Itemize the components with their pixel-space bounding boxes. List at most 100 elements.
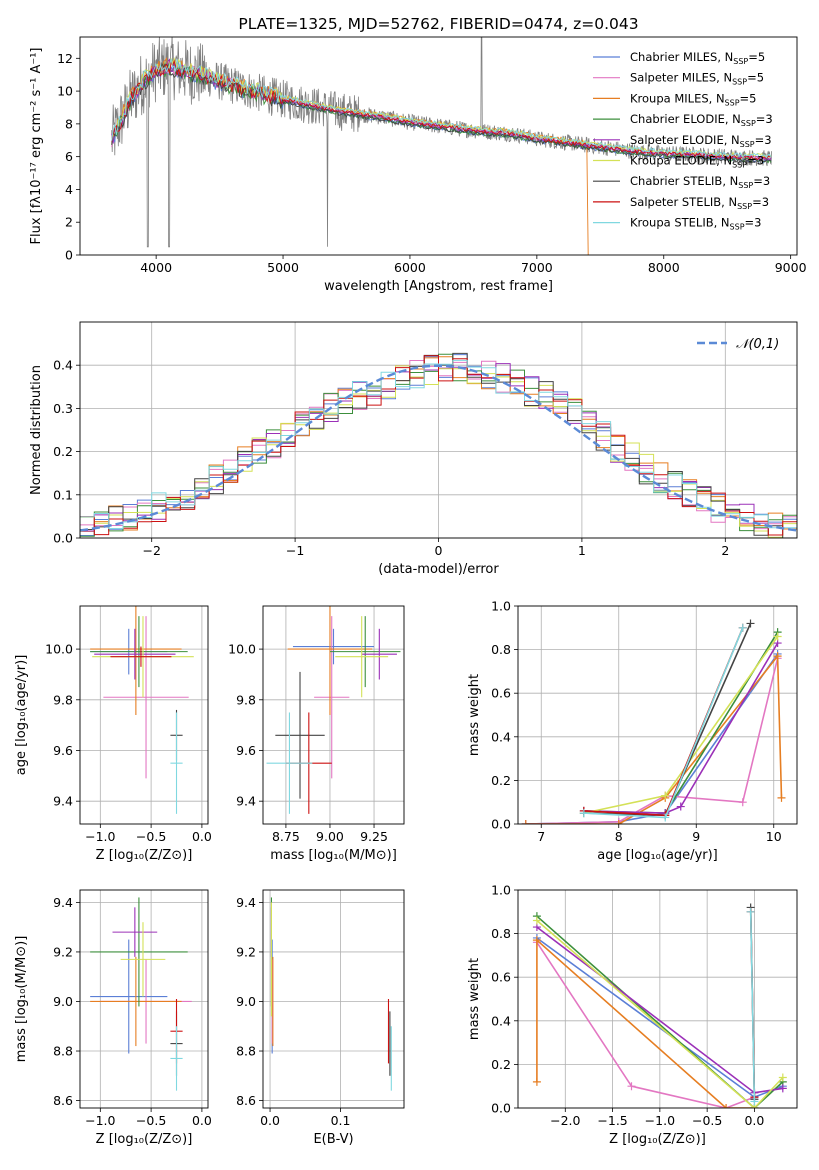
y-tick-label: 0.3 — [53, 401, 73, 416]
plot-area-z-mass — [90, 897, 192, 1091]
x-tick-label: 0.0 — [192, 1113, 212, 1128]
model-spectrum-kroupa_miles — [111, 57, 589, 255]
legend-label-chabrier_miles: Chabrier MILES, NSSP=5 — [630, 50, 765, 66]
y-tick-label: 9.6 — [53, 743, 73, 758]
y-tick-label: 0.0 — [491, 817, 511, 832]
weight-marker-kroupa_elodie — [778, 1073, 787, 1082]
legend-label-chabrier_elodie: Chabrier ELODIE, NSSP=3 — [630, 112, 773, 128]
y-tick-label: 2 — [65, 215, 73, 230]
model-spectrum-salpeter_stelib — [111, 59, 772, 161]
weight-marker-salpeter_miles — [627, 1082, 636, 1091]
y-tick-label: 9.4 — [53, 895, 73, 910]
y-tick-label: 9.2 — [53, 944, 73, 959]
x-axis-label: E(B-V) — [313, 1132, 353, 1147]
normal-curve — [80, 364, 797, 532]
x-tick-label: −1 — [286, 543, 304, 558]
x-tick-label: 0 — [435, 543, 443, 558]
x-axis-label: wavelength [Angstrom, rest frame] — [324, 279, 553, 294]
x-tick-label: 8000 — [648, 260, 680, 275]
axes-mass-age: 8.75 9.00 9.25 9.4 9.6 9.8 10.0 mass [log₁₀(M/M… — [228, 605, 405, 863]
y-tick-label: 9.0 — [236, 994, 256, 1009]
y-tick-label: 9.2 — [236, 944, 256, 959]
x-tick-label: 2 — [721, 543, 729, 558]
y-tick-label: 0.6 — [491, 686, 511, 701]
axes-z-weight: −2.0 −1.5 −1.0 −0.5 0.0 0.0 0.2 0.4 0.6 0.8 1.0 Z [… — [467, 883, 798, 1147]
y-tick-label: 0.0 — [491, 1101, 511, 1116]
axes-spectrum: 4000 5000 6000 7000 8000 9000 0 2 4 6 8 10 12 wavelen… — [29, 15, 807, 294]
axes-frame — [79, 36, 798, 256]
weight-marker-kroupa_miles — [521, 820, 530, 824]
weight-marker-kroupa_stelib — [750, 1097, 759, 1106]
x-tick-label: 8 — [615, 829, 623, 844]
model-spectrum-chabrier_stelib — [111, 61, 772, 163]
x-tick-label: −0.5 — [136, 1113, 166, 1128]
x-tick-label: 0.0 — [192, 829, 212, 844]
x-tick-label: −2 — [142, 543, 160, 558]
weight-marker-salpeter_elodie — [778, 1084, 787, 1093]
plot-area-residuals — [80, 352, 797, 538]
plot-area-z-weight — [532, 903, 787, 1108]
y-axis-label: mass weight — [467, 958, 482, 1040]
y-axis-label: age [log₁₀(age/yr)] — [14, 655, 29, 776]
x-tick-label: 7 — [537, 829, 545, 844]
plot-area-spectrum — [111, 37, 772, 255]
plot-area-ebv-mass — [270, 897, 392, 1091]
x-tick-label: 9 — [692, 829, 700, 844]
axes-z-age: −1.0 −0.5 0.0 9.4 9.6 9.8 10.0 Z [log₁₀(Z/Z⊙)] a… — [14, 605, 212, 863]
weight-marker-kroupa_miles — [614, 820, 623, 824]
y-tick-label: 0.4 — [53, 358, 73, 373]
x-tick-label: 4000 — [140, 260, 172, 275]
x-tick-label: −1.0 — [85, 1113, 115, 1128]
x-tick-label: −2.0 — [550, 1113, 580, 1128]
x-tick-label: 7000 — [521, 260, 553, 275]
axes-frame — [79, 889, 209, 1109]
y-tick-label: 1.0 — [491, 599, 511, 614]
weight-marker-kroupa_miles — [532, 936, 541, 945]
y-tick-label: 0.6 — [491, 970, 511, 985]
x-tick-label: 9000 — [775, 260, 807, 275]
chart-title: PLATE=1325, MJD=52762, FIBERID=0474, z=0… — [238, 15, 638, 33]
y-axis-label: mass [log₁₀(M/M⊙)] — [14, 936, 29, 1063]
y-tick-label: 9.4 — [236, 895, 256, 910]
y-tick-label: 10.0 — [228, 642, 256, 657]
x-tick-label: 0.0 — [744, 1113, 764, 1128]
axes-frame — [79, 321, 798, 539]
y-tick-label: 6 — [65, 149, 73, 164]
legend-label-salpeter_elodie: Salpeter ELODIE, NSSP=3 — [630, 133, 772, 149]
weight-marker-kroupa_miles — [777, 793, 786, 802]
y-tick-label: 9.8 — [53, 692, 73, 707]
x-tick-label: 10 — [766, 829, 782, 844]
y-tick-label: 0.4 — [491, 729, 511, 744]
x-tick-label: 1 — [578, 543, 586, 558]
weight-marker-kroupa_elodie — [532, 916, 541, 925]
legend-label-kroupa_elodie: Kroupa ELODIE, NSSP=3 — [630, 154, 764, 170]
model-spectrum-kroupa_stelib — [111, 58, 772, 159]
weight-marker-kroupa_stelib — [661, 813, 670, 822]
x-tick-label: 5000 — [267, 260, 299, 275]
y-tick-label: 8.6 — [236, 1093, 256, 1108]
plot-area-z-age — [90, 606, 194, 814]
x-tick-label: 8.75 — [272, 829, 300, 844]
y-tick-label: 1.0 — [491, 883, 511, 898]
weight-marker-kroupa_miles — [532, 1077, 541, 1086]
y-tick-label: 0.8 — [491, 926, 511, 941]
y-tick-label: 0.2 — [53, 444, 73, 459]
x-tick-label: −1.0 — [645, 1113, 675, 1128]
axes-ebv-mass: 0.0 0.1 8.6 8.8 9.0 9.2 9.4 E(B-V) — [236, 889, 405, 1147]
weight-marker-kroupa_elodie — [773, 632, 782, 641]
x-axis-label: Z [log₁₀(Z/Z⊙)] — [609, 1132, 706, 1147]
weight-marker-kroupa_miles — [722, 1104, 731, 1108]
weight-marker-kroupa_stelib — [738, 623, 747, 632]
y-tick-label: 9.4 — [236, 794, 256, 809]
y-tick-label: 0.2 — [491, 1057, 511, 1072]
x-axis-label: mass [log₁₀(M/M⊙)] — [270, 848, 397, 863]
weight-line-salpeter_stelib — [583, 627, 744, 817]
legend-label-kroupa_miles: Kroupa MILES, NSSP=5 — [630, 91, 756, 107]
plot-area-age-weight — [521, 619, 786, 824]
axes-residuals: −2 −1 0 1 2 0.0 0.1 0.2 0.3 0.4 (data-model)/error… — [29, 321, 798, 577]
y-tick-label: 0.1 — [53, 487, 73, 502]
legend-label-kroupa_stelib: Kroupa STELIB, NSSP=3 — [630, 216, 761, 232]
legend-label-normal: 𝒩(0,1) — [736, 337, 779, 352]
axes-frame — [262, 605, 405, 825]
